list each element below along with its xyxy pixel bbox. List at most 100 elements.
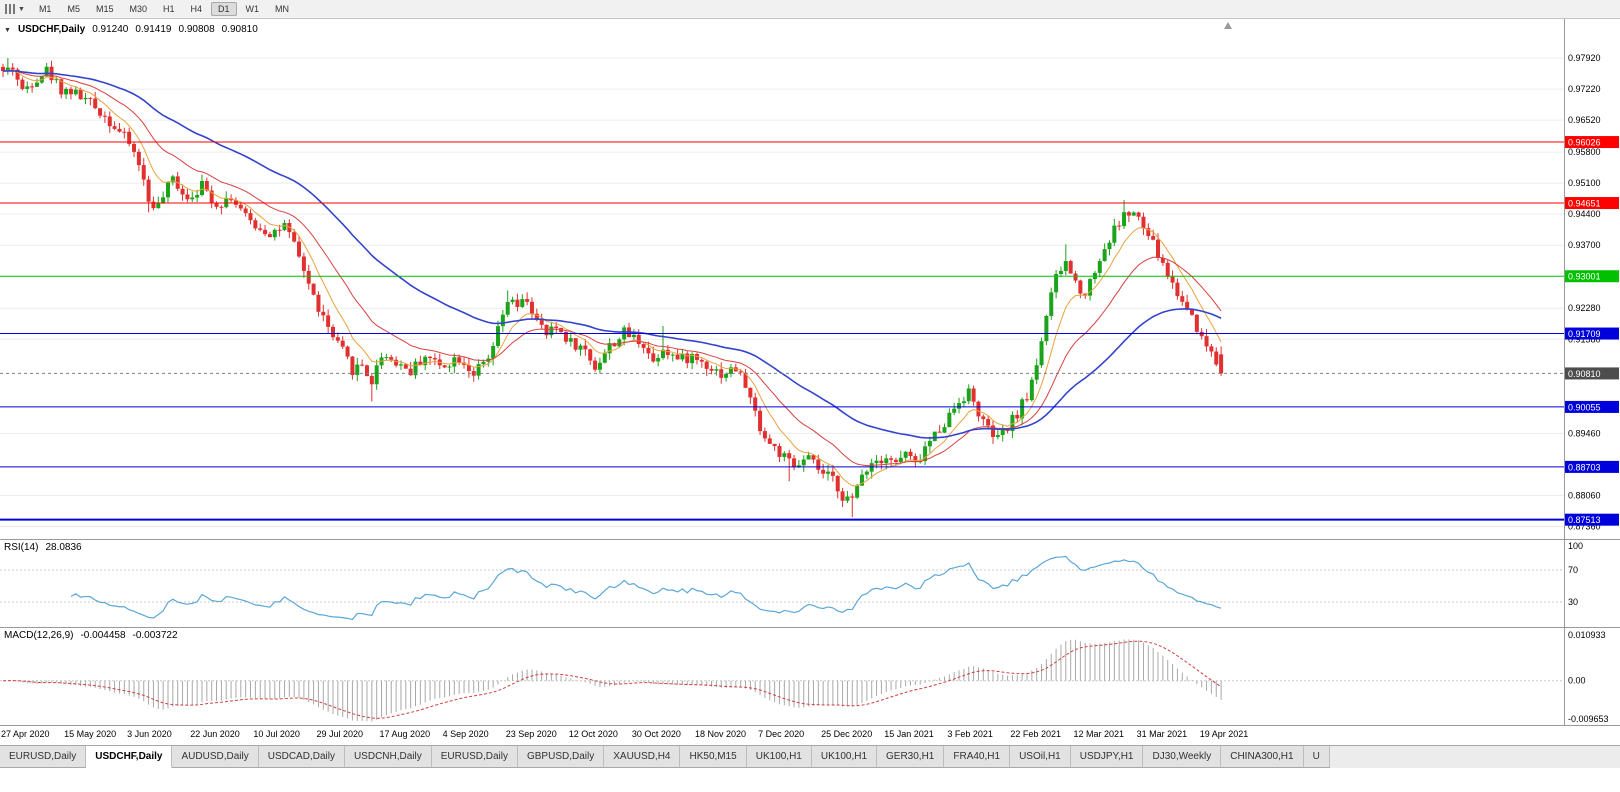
macd-axis-label: 0.010933 <box>1568 630 1606 640</box>
svg-text:0.91709: 0.91709 <box>1568 329 1601 339</box>
svg-text:0.93001: 0.93001 <box>1568 272 1601 282</box>
date-label: 27 Apr 2020 <box>1 729 50 739</box>
date-axis[interactable]: 27 Apr 2020 15 May 2020 3 Jun 2020 22 Jun 2… <box>0 726 1620 745</box>
date-label: 12 Oct 2020 <box>568 729 618 739</box>
chart-type-icon[interactable] <box>5 4 16 14</box>
rsi-line <box>70 555 1222 621</box>
timeframe-toolbar: ▼ M1 M5 M15 M30 H1 H4 D1 W1 MN <box>0 0 1620 19</box>
timeframe-buttons: M1 M5 M15 M30 H1 H4 D1 W1 MN <box>31 2 297 16</box>
symbol-tab-usdcad-daily[interactable]: USDCAD,Daily <box>258 746 345 768</box>
price-axis-label: 0.97920 <box>1568 53 1601 63</box>
date-label: 25 Dec 2020 <box>821 729 873 739</box>
timeframe-m1[interactable]: M1 <box>38 4 52 14</box>
symbol-tab-eurusd-daily[interactable]: EURUSD,Daily <box>431 746 518 768</box>
price-axis-label: 0.95100 <box>1568 178 1601 188</box>
grid-layer <box>0 57 1564 527</box>
rsi-axis-label: 70 <box>1568 565 1578 575</box>
price-level-badge: 0.90810 <box>1564 367 1619 380</box>
date-label: 10 Jul 2020 <box>253 729 300 739</box>
date-label: 15 Jan 2021 <box>884 729 934 739</box>
ma-8-line <box>2 69 1222 487</box>
price-axis-label: 0.93700 <box>1568 240 1601 250</box>
symbol-tab-uk100-h1[interactable]: UK100,H1 <box>746 746 812 768</box>
symbol-tab-audusd-daily[interactable]: AUDUSD,Daily <box>172 746 259 768</box>
ma-20-line <box>2 70 1222 467</box>
price-axis-label: 0.97220 <box>1568 84 1601 94</box>
date-label: 23 Sep 2020 <box>505 729 557 739</box>
price-level-badge: 0.90055 <box>1564 400 1619 413</box>
timeframe-d1[interactable]: D1 <box>211 2 237 16</box>
date-label: 18 Nov 2020 <box>694 729 747 739</box>
symbol-tab-u[interactable]: U <box>1303 746 1330 768</box>
macd-axis-label: -0.009653 <box>1568 714 1609 724</box>
price-axis-label: 0.94400 <box>1568 209 1601 219</box>
price-level-badge: 0.87513 <box>1564 513 1619 526</box>
price-axis[interactable]: 0.97920 0.97220 0.96520 0.95800 0.95100 0.944… <box>1568 53 1601 531</box>
date-label: 7 Dec 2020 <box>758 729 805 739</box>
symbol-tab-gbpusd-daily[interactable]: GBPUSD,Daily <box>517 746 605 768</box>
date-label: 22 Feb 2021 <box>1010 729 1061 739</box>
price-axis-label: 0.89460 <box>1568 428 1601 438</box>
symbol-tab-ger30-h1[interactable]: GER30,H1 <box>877 746 945 768</box>
price-level-badge: 0.91709 <box>1564 327 1619 340</box>
svg-text:0.96026: 0.96026 <box>1568 138 1601 148</box>
symbol-tab-dj30-weekly[interactable]: DJ30,Weekly <box>1143 746 1222 768</box>
symbol-tab-hk50-m15[interactable]: HK50,M15 <box>680 746 747 768</box>
timeframe-mn[interactable]: MN <box>275 4 290 14</box>
timeframe-w1[interactable]: W1 <box>245 4 260 14</box>
symbol-tab-bar: EURUSD,Daily USDCHF,Daily AUDUSD,Daily USDC… <box>0 745 1620 768</box>
date-label: 3 Feb 2021 <box>947 729 993 739</box>
timeframe-h4[interactable]: H4 <box>190 4 203 14</box>
symbol-tab-uk100-h1[interactable]: UK100,H1 <box>811 746 878 768</box>
candles-layer <box>1 58 1224 518</box>
price-axis-label: 0.87360 <box>1568 521 1601 531</box>
date-label: 29 Jul 2020 <box>316 729 363 739</box>
date-label: 3 Jun 2020 <box>127 729 172 739</box>
window-filler <box>0 768 1620 792</box>
symbol-tab-usdcnh-daily[interactable]: USDCNH,Daily <box>344 746 432 768</box>
svg-text:0.90810: 0.90810 <box>1568 369 1601 379</box>
symbol-tab-usdchf-daily[interactable]: USDCHF,Daily <box>86 746 173 768</box>
date-label: 31 Mar 2021 <box>1136 729 1188 739</box>
symbol-tab-china300-h1[interactable]: CHINA300,H1 <box>1221 746 1304 768</box>
date-label: 19 Apr 2021 <box>1199 729 1249 739</box>
symbol-tab-usoil-h1[interactable]: USOil,H1 <box>1010 746 1071 768</box>
chart-dropdown-icon[interactable]: ▼ <box>18 5 25 13</box>
timeframe-m5[interactable]: M5 <box>67 4 80 14</box>
chart-area: 0.97920 0.97220 0.96520 0.95800 0.95100 0.944… <box>0 19 1620 745</box>
macd-histogram <box>7 639 1222 722</box>
rsi-axis-label: 30 <box>1568 597 1578 607</box>
price-axis-label: 0.88060 <box>1568 490 1601 500</box>
timeframe-m15[interactable]: M15 <box>95 4 114 14</box>
date-label: 12 Mar 2021 <box>1073 729 1125 739</box>
timeframe-h1[interactable]: H1 <box>163 4 175 14</box>
date-label: 15 May 2020 <box>64 729 117 739</box>
symbol-tab-usdjpy-h1[interactable]: USDJPY,H1 <box>1070 746 1144 768</box>
svg-text:0.90055: 0.90055 <box>1568 402 1601 412</box>
price-axis-label: 0.92280 <box>1568 303 1601 313</box>
price-level-badge: 0.96026 <box>1564 136 1619 149</box>
rsi-axis-label: 100 <box>1568 541 1583 551</box>
symbol-tab-xauusd-h4[interactable]: XAUUSD,H4 <box>604 746 681 768</box>
date-label: 30 Oct 2020 <box>631 729 681 739</box>
price-axis-label: 0.96520 <box>1568 115 1601 125</box>
svg-text:0.88703: 0.88703 <box>1568 462 1601 472</box>
symbol-tab-eurusd-daily[interactable]: EURUSD,Daily <box>0 746 87 768</box>
price-axis-label: 0.95800 <box>1568 147 1601 157</box>
expand-panel-icon[interactable]: ▼ <box>4 27 11 34</box>
date-label: 17 Aug 2020 <box>379 729 431 739</box>
date-label: 4 Sep 2020 <box>442 729 489 739</box>
svg-text:0.94651: 0.94651 <box>1568 199 1601 209</box>
price-level-badge: 0.94651 <box>1564 197 1619 210</box>
price-chart-canvas[interactable]: 0.97920 0.97220 0.96520 0.95800 0.95100 0.944… <box>0 19 1620 745</box>
macd-axis-label: 0.00 <box>1568 676 1586 686</box>
price-level-badge: 0.88703 <box>1564 460 1619 473</box>
timeframe-m30[interactable]: M30 <box>129 4 147 14</box>
symbol-tab-fra40-h1[interactable]: FRA40,H1 <box>944 746 1011 768</box>
date-label: 22 Jun 2020 <box>190 729 240 739</box>
svg-text:0.87513: 0.87513 <box>1568 515 1601 525</box>
ma-50-line <box>2 70 1222 439</box>
chart-shift-marker-icon[interactable] <box>1224 22 1232 29</box>
price-level-badge: 0.93001 <box>1564 270 1619 283</box>
